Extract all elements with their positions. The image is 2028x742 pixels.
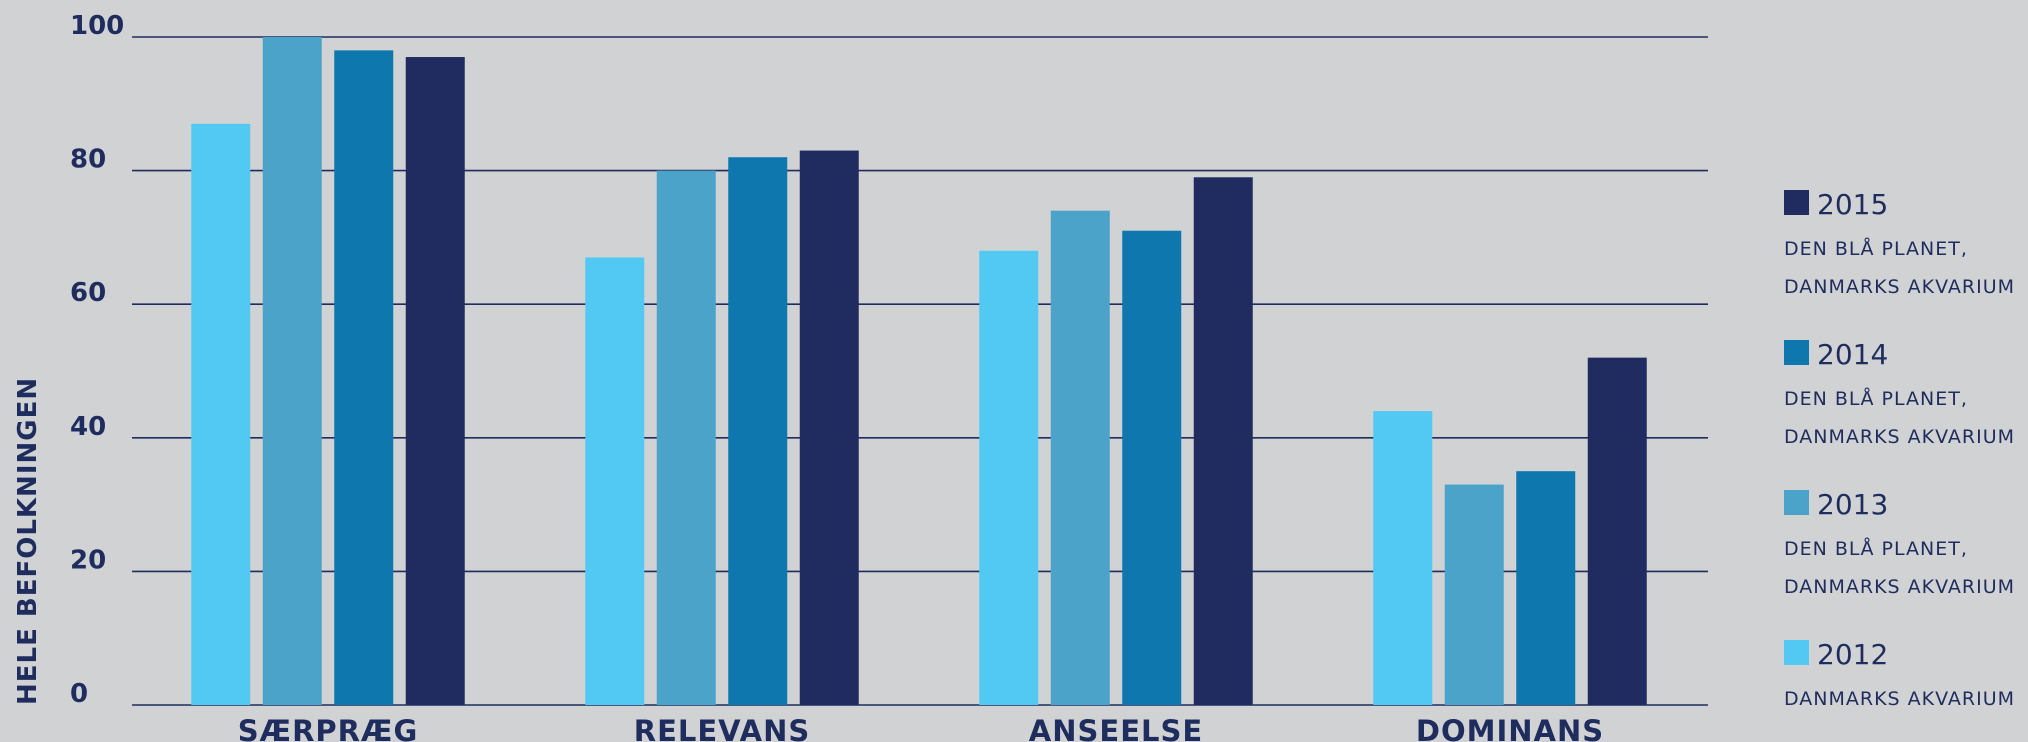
legend-description-2014-2: DANMARKS AKVARIUM [1784, 426, 2015, 448]
bar-anseelse-2013 [1050, 210, 1110, 705]
y-tick-label-100: 100 [70, 11, 124, 41]
legend-description-2013-1: DEN BLÅ PLANET, [1784, 537, 1968, 560]
y-tick-label-0: 0 [70, 679, 88, 709]
legend-swatch-2015 [1784, 190, 1809, 215]
x-tick-label-dominans: DOMINANS [1416, 714, 1604, 742]
y-tick-label-80: 80 [70, 145, 106, 175]
bar-dominans-2012 [1373, 411, 1433, 705]
bar-særpræg-2012 [191, 123, 251, 706]
legend-description-2015-1: DEN BLÅ PLANET, [1784, 237, 1968, 260]
y-axis-title: HELE BEFOLKNINGEN [13, 377, 43, 705]
legend-description-2013-2: DANMARKS AKVARIUM [1784, 576, 2015, 598]
bar-dominans-2013 [1444, 484, 1504, 705]
bar-særpræg-2013 [262, 37, 322, 705]
legend-swatch-2012 [1784, 640, 1809, 665]
legend-description-2015-2: DANMARKS AKVARIUM [1784, 276, 2015, 298]
bar-relevans-2012 [585, 257, 645, 705]
bar-relevans-2015 [799, 150, 859, 705]
x-tick-label-anseelse: ANSEELSE [1029, 714, 1203, 742]
bar-særpræg-2014 [334, 50, 394, 706]
legend-label-2013: 2013 [1817, 488, 1888, 521]
bar-dominans-2014 [1516, 471, 1576, 705]
legend-swatch-2013 [1784, 490, 1809, 515]
bar-anseelse-2012 [979, 250, 1039, 705]
x-tick-label-relevans: RELEVANS [634, 714, 811, 742]
bar-relevans-2014 [728, 157, 788, 706]
legend-description-2014-1: DEN BLÅ PLANET, [1784, 387, 1968, 410]
legend-label-2012: 2012 [1817, 638, 1888, 671]
legend-label-2014: 2014 [1817, 338, 1888, 371]
legend-label-2015: 2015 [1817, 188, 1888, 221]
legend-swatch-2014 [1784, 340, 1809, 365]
y-tick-label-20: 20 [70, 545, 106, 575]
x-tick-label-særpræg: SÆRPRÆG [238, 714, 419, 742]
bar-anseelse-2015 [1193, 177, 1253, 705]
bar-særpræg-2015 [405, 57, 465, 706]
legend-description-2012-1: DANMARKS AKVARIUM [1784, 688, 2015, 710]
bar-dominans-2015 [1587, 357, 1647, 705]
y-tick-label-60: 60 [70, 278, 106, 308]
y-tick-label-40: 40 [70, 412, 106, 442]
bar-anseelse-2014 [1122, 230, 1182, 705]
bar-relevans-2013 [656, 170, 716, 706]
